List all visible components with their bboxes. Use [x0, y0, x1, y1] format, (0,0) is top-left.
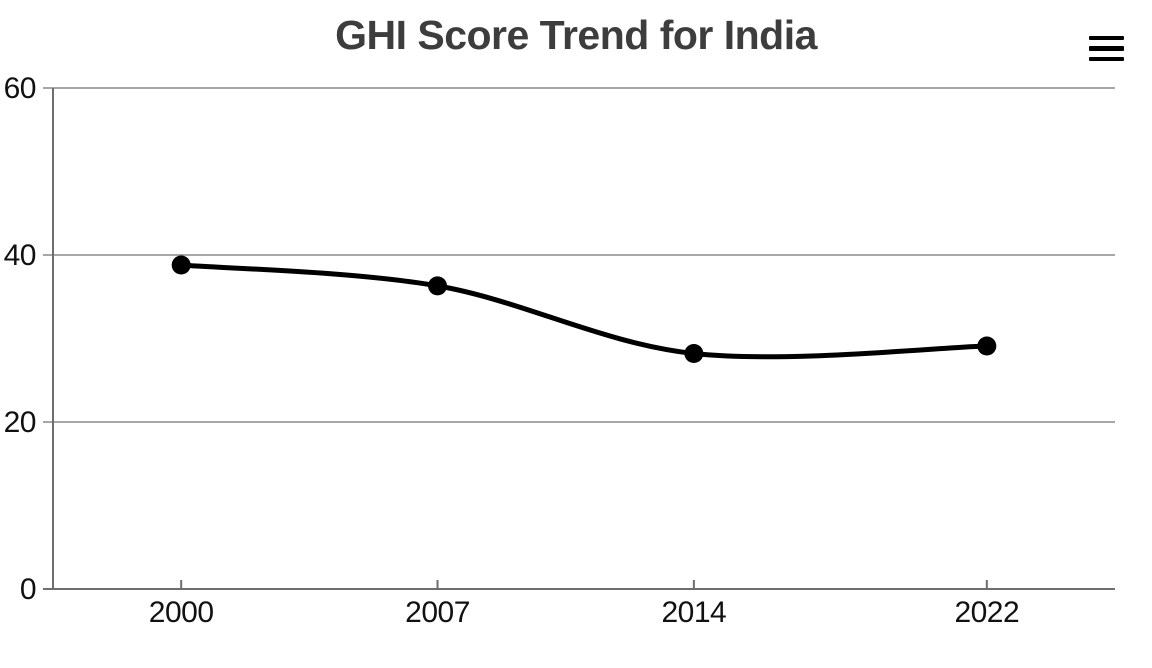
- x-tick-label: 2022: [954, 596, 1019, 629]
- x-tick-label: 2007: [405, 596, 470, 629]
- data-point-2022[interactable]: [977, 336, 997, 356]
- x-tick-label: 2000: [149, 596, 214, 629]
- series-line: [178, 262, 990, 360]
- x-tick-label: 2014: [661, 596, 726, 629]
- hamburger-icon: [1089, 35, 1124, 41]
- data-point-2014[interactable]: [684, 344, 704, 364]
- chart-title: GHI Score Trend for India: [335, 12, 817, 58]
- chart-menu-button[interactable]: [1087, 33, 1126, 64]
- data-point-2007[interactable]: [428, 276, 448, 296]
- hamburger-icon-bar: [1089, 56, 1124, 62]
- y-tick-label: 60: [4, 72, 36, 105]
- y-tick-label: 20: [4, 406, 36, 439]
- y-tick-label: 0: [20, 573, 36, 606]
- y-tick-label: 40: [4, 239, 36, 272]
- data-point-2000[interactable]: [171, 255, 191, 275]
- hamburger-icon-bar: [1089, 46, 1124, 51]
